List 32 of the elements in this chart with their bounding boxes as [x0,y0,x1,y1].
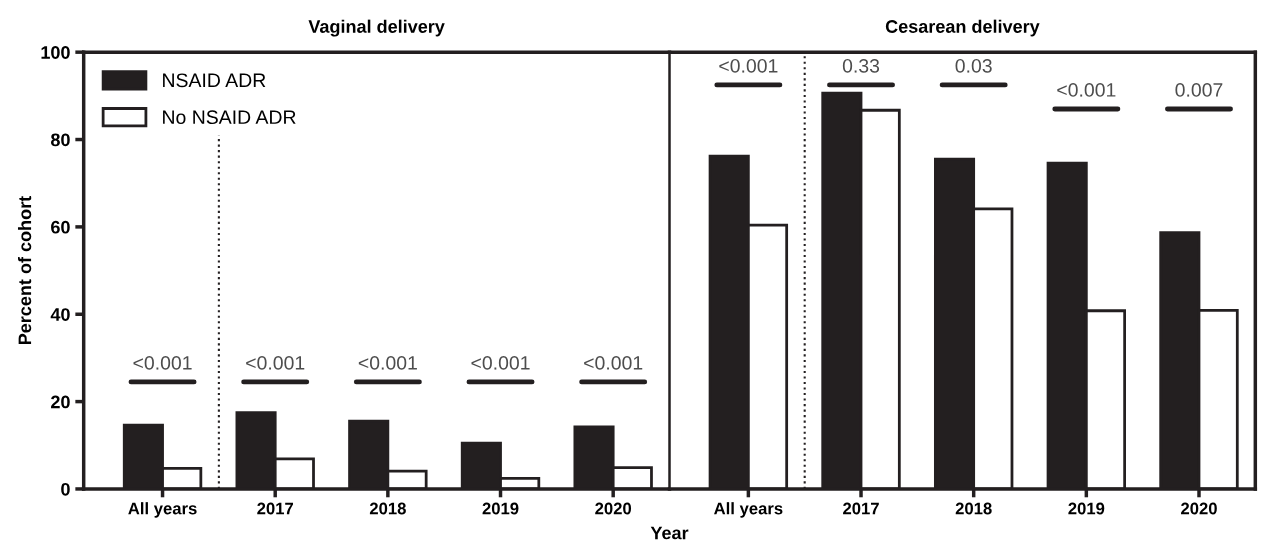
chart-title: Cesarean delivery [885,19,1040,37]
x-axis-title: Year [650,526,689,540]
annotation: <0.001 [719,58,778,73]
x-tick-label: All years [128,502,197,518]
x-tick-label: 2020 [595,502,632,515]
x-tick-label: 2017 [257,502,294,515]
annotation: <0.001 [133,356,192,370]
y-tick-label: 20 [51,395,70,409]
y-tick-label: 40 [50,308,70,321]
annotation: 0.33 [842,58,880,73]
annotation: <0.001 [1057,83,1116,97]
y-tick-label: 100 [41,46,70,59]
x-tick-label: All years [714,502,783,518]
x-tick-label: 2019 [1068,502,1105,515]
y-axis-title: Percent of cohort [17,196,32,345]
annotation: <0.001 [584,356,643,370]
x-tick-label: 2020 [1181,502,1217,515]
legend-label: No NSAID ADR [163,110,296,125]
x-tick-label: 2019 [482,502,519,515]
x-tick-label: 2018 [369,502,406,515]
annotation: 0.007 [1175,83,1223,97]
y-tick-label: 0 [61,482,70,496]
x-tick-label: 2018 [955,502,992,515]
annotation: 0.03 [955,58,992,73]
y-tick-label: 80 [50,133,70,147]
annotation: <0.001 [358,356,417,370]
x-tick-label: 2017 [843,502,879,515]
annotation: <0.001 [471,356,530,370]
y-tick-label: 60 [51,220,70,234]
chart-title: Vaginal delivery [308,19,445,37]
annotation: <0.001 [246,356,305,370]
legend-label: NSAID ADR [163,73,266,88]
